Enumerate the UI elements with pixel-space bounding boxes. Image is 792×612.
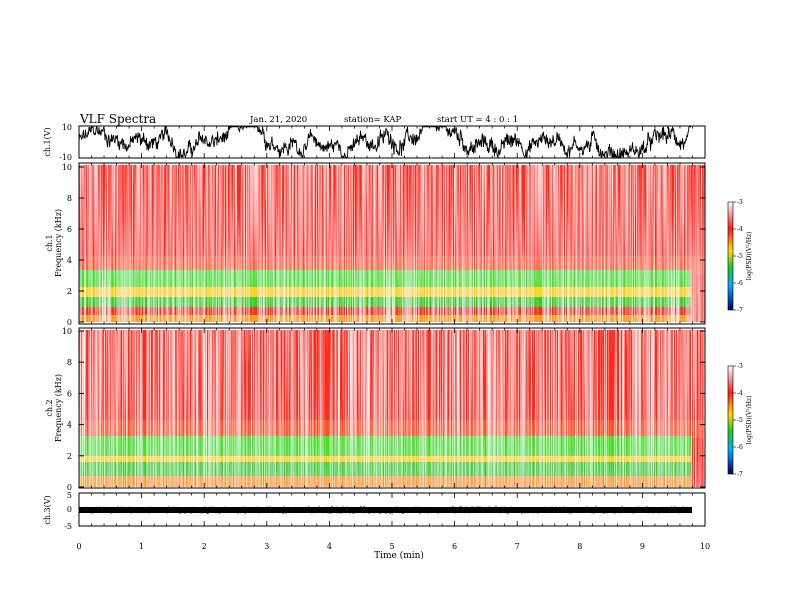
ch1-colorbar-tick-label: -6 [737,280,743,287]
time-tick-label: 3 [264,542,269,551]
ch3-waveform-line [78,504,692,515]
time-tick-label: 1 [139,542,144,551]
ch2-spectrogram-yticks: 0 2 4 6 8 10 [62,327,705,492]
ch1-spectrogram-image [79,165,705,322]
ch1-spectrogram-ylabel-channel: ch.1 [45,234,54,251]
ch2-colorbar [727,365,734,475]
time-tick-label: 8 [577,542,582,551]
date-label: Jan. 21, 2020 [250,115,308,125]
ch2-colorbar-ticks: -3 -4 -5 -6 -7 [733,363,743,478]
ch1-colorbar-tick-label: -4 [737,226,743,233]
ch1-spectrogram-yticks: 0 2 4 6 8 10 [62,163,705,327]
ch2-spectrogram-ytick-label: 0 [67,483,72,492]
ch3-waveform-panel: 5 0 -5 ch.3(V) 0 1 2 3 4 5 6 7 8 9 10 Time (min) [43,126,710,561]
time-tick-label: 7 [515,542,520,551]
ch1-spectrogram-ytick-label: 6 [67,225,72,234]
ch1-spectrogram-ylabel-frequency: Frequency (kHz) [54,209,63,277]
ch1-spectrogram-ytick-label: 10 [62,163,72,172]
ch2-colorbar-label: log(PSD)(V²/Hz) [746,396,753,445]
ch1-spectrogram-ytick-label: 4 [67,256,72,265]
ch1-colorbar-tick-label: -3 [737,199,743,206]
ch2-spectrogram-ylabel-frequency: Frequency (kHz) [54,374,63,442]
ch3-waveform-ylabel: ch.3(V) [43,495,52,524]
ch1-waveform-ylabel: ch.1(V) [43,127,52,156]
time-tick-label: 0 [76,542,81,551]
ch3-ytick-middle: 0 [67,505,72,514]
ch1-spectrogram-ytick-label: 2 [67,287,72,296]
ch2-colorbar-tick-label: -7 [737,471,743,478]
ch2-spectrogram-ytick-label: 6 [67,389,72,398]
ch2-colorbar-tick-label: -6 [737,444,743,451]
ch2-spectrogram-ytick-label: 8 [67,358,72,367]
ch1-colorbar-tick-label: -7 [737,307,743,314]
ch1-colorbar-ticks: -3 -4 -5 -6 -7 [733,199,743,314]
time-axis-label: Time (min) [374,550,424,561]
time-axis-ticks: 0 1 2 3 4 5 6 7 8 9 10 [76,126,710,551]
ch2-colorbar-tick-label: -5 [737,417,743,424]
time-tick-label: 2 [202,542,207,551]
ch2-spectrogram-ylabel-channel: ch.2 [45,399,54,416]
ch1-colorbar-tick-label: -5 [737,253,743,260]
time-tick-label: 6 [452,542,457,551]
time-tick-label: 5 [389,542,394,551]
ch2-spectrogram-image [79,330,705,487]
ch1-waveform-panel: 10 -10 ch.1(V) [43,123,706,162]
ch2-colorbar-tick-label: -3 [737,363,743,370]
ch1-ytick-top: 10 [62,123,72,132]
ch2-spectrogram-ytick-label: 2 [67,452,72,461]
ch2-spectrogram-ytick-label: 4 [67,421,72,430]
ch1-ytick-bottom: -10 [59,153,72,162]
ch1-colorbar-label: log(PSD)(V²/Hz) [746,232,753,281]
ch2-spectrogram-ytick-label: 10 [62,327,72,336]
time-tick-label: 10 [700,542,710,551]
ch3-ytick-top: 5 [67,491,72,500]
ch3-ytick-bottom: -5 [64,522,72,531]
time-tick-label: 4 [327,542,332,551]
station-label: station= KAP [344,115,402,125]
plot-title: VLF Spectra [80,112,157,126]
time-tick-label: 9 [640,542,645,551]
ch1-waveform-line [78,125,691,159]
ch1-spectrogram-ytick-label: 8 [67,194,72,203]
ch1-colorbar [727,201,734,311]
ch1-spectrogram-ytick-label: 0 [67,318,72,327]
ch2-colorbar-tick-label: -4 [737,390,743,397]
start-time-label: start UT = 4 : 0 : 1 [437,115,519,125]
